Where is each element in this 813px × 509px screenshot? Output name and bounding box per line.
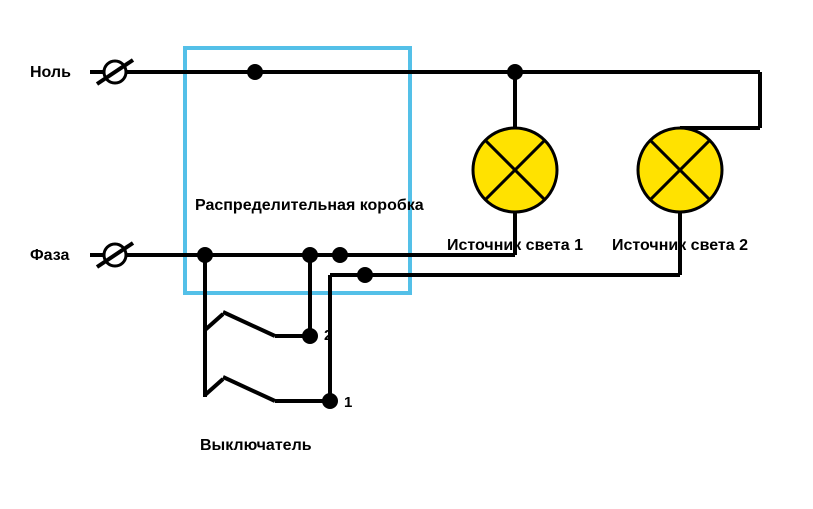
node-sw-terminal-2	[302, 328, 318, 344]
wire-switch-stub2a	[205, 314, 223, 330]
switch-contact-1	[223, 377, 275, 401]
label-phase: Фаза	[30, 247, 69, 264]
label-terminal-1: 1	[344, 394, 352, 411]
switch-contact-2	[223, 312, 275, 336]
wire-switch-stub1a	[205, 379, 223, 395]
node-neutral-lamp1	[507, 64, 523, 80]
label-junction-box: Распределительная коробка	[195, 197, 424, 214]
node-phase-sw2	[302, 247, 318, 263]
label-switch: Выключатель	[200, 437, 312, 454]
node-neutral-box	[247, 64, 263, 80]
label-terminal-2: 2	[324, 327, 332, 344]
label-neutral: Ноль	[30, 64, 71, 81]
node-phase-out1	[332, 247, 348, 263]
label-lamp2: Источник света 2	[612, 237, 748, 254]
node-phase-out2	[357, 267, 373, 283]
node-phase-common	[197, 247, 213, 263]
label-lamp1: Источник света 1	[447, 237, 583, 254]
node-sw-terminal-1	[322, 393, 338, 409]
